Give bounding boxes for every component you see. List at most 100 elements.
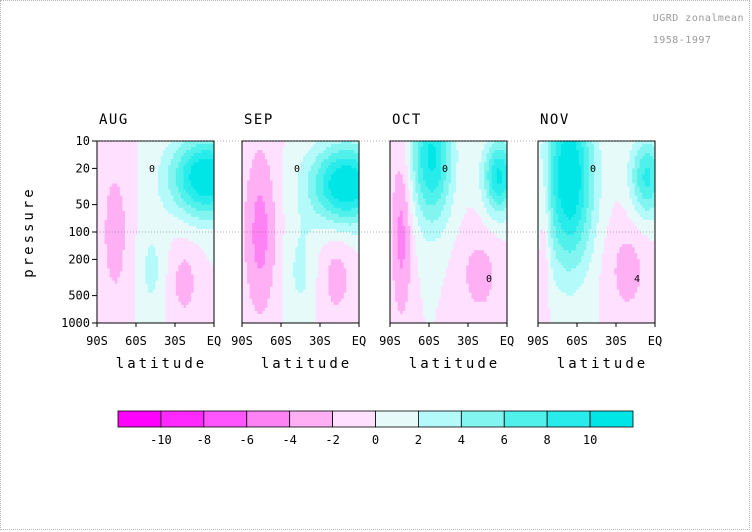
field-cell [280,150,284,154]
field-cell [152,280,156,284]
field-cell [135,241,139,245]
field-cell [269,183,273,187]
field-cell [104,144,108,148]
field-cell [137,153,141,157]
field-cell [208,177,212,181]
field-cell [122,286,126,291]
field-cell [323,198,327,203]
field-cell [318,238,322,242]
field-cell [257,280,261,284]
field-cell [180,147,184,151]
field-cell [112,253,116,257]
field-cell [201,283,205,287]
panel-title: AUG [99,112,129,128]
field-cell [191,159,195,163]
field-cell [160,180,164,184]
field-cell [178,286,182,291]
field-cell [188,253,192,257]
field-cell [247,225,251,230]
field-cell [170,147,174,151]
field-cell [244,265,248,269]
field-cell [201,292,205,297]
field-cell [242,183,245,187]
field-cell [145,262,149,266]
field-cell [323,253,327,257]
field-cell [170,268,174,272]
field-cell [285,313,289,318]
field-cell [290,186,294,190]
field-cell [150,241,154,245]
field-cell [140,250,144,254]
field-cell [313,156,317,160]
field-cell [295,274,299,278]
field-cell [303,183,306,187]
field-cell [109,210,113,215]
field-cell [290,274,294,278]
field-cell [104,150,108,154]
field-cell [280,256,284,260]
field-cell [211,201,215,206]
field-cell [287,277,291,281]
field-cell [315,189,319,193]
field-cell [145,316,149,321]
field-cell [193,298,197,303]
field-cell [323,225,327,230]
field-cell [122,171,126,175]
field-cell [262,316,266,321]
field-cell [124,195,128,200]
field-cell [333,201,337,206]
field-cell [186,319,189,324]
field-cell [292,189,296,193]
field-cell [275,292,279,297]
field-cell [165,301,169,306]
field-cell [196,262,200,266]
field-cell [198,228,202,233]
field-cell [132,186,136,190]
field-cell [287,235,291,239]
field-cell [333,189,337,193]
field-cell [160,313,164,318]
field-cell [196,238,200,242]
field-cell [206,189,210,193]
field-cell [292,307,296,312]
field-cell [130,183,134,187]
field-cell [130,213,134,218]
field-cell [206,216,210,221]
field-cell [211,316,215,321]
field-cell [193,253,197,257]
field-cell [310,207,314,212]
field-cell [242,307,245,312]
figure-header: UGRD zonalmean 1958-1997 [627,2,744,57]
field-cell [163,189,167,193]
field-cell [196,183,200,187]
field-cell [155,195,159,200]
field-cell [140,256,144,260]
field-cell [333,235,337,239]
field-cell [104,222,108,227]
field-cell [272,159,276,163]
field-cell [211,283,215,287]
field-cell [252,253,256,257]
field-cell [147,168,151,172]
field-cell [208,180,212,184]
field-cell [188,310,192,315]
field-cell [313,277,317,281]
field-cell [264,198,268,203]
field-cell [117,183,121,187]
field-cell [252,268,256,272]
field-cell [99,183,103,187]
field-cell [193,153,197,157]
field-cell [114,292,118,297]
field-cell [142,232,146,236]
field-cell [135,213,139,218]
field-cell [208,156,212,160]
field-cell [325,250,329,254]
field-cell [247,265,251,269]
field-cell [280,319,284,324]
field-cell [107,256,111,260]
field-cell [170,235,174,239]
field-cell [280,259,284,263]
field-cell [196,204,200,209]
field-cell [132,198,136,203]
